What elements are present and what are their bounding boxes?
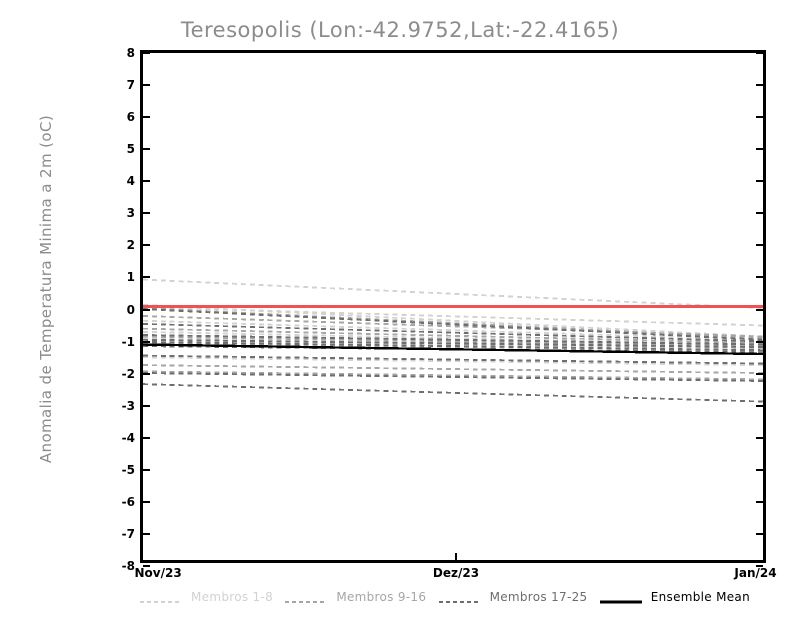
- y-tick-mark-right: [756, 148, 763, 151]
- y-tick-label: 5: [126, 142, 135, 157]
- member-line: [143, 307, 763, 340]
- y-tick-label: -6: [121, 494, 135, 509]
- legend-item[interactable]: Membros 9-16: [285, 590, 426, 604]
- y-tick-mark: [143, 372, 150, 375]
- y-tick-label: -2: [121, 366, 135, 381]
- legend-swatch-icon: [599, 592, 642, 604]
- y-tick-mark: [143, 116, 150, 119]
- x-tick-label: Jan/24: [734, 566, 777, 580]
- legend: Membros 1-8 Membros 9-16 Membros 17-25 Ense…: [140, 588, 766, 606]
- y-tick-mark-right: [756, 84, 763, 87]
- legend-swatch-icon: [140, 592, 182, 603]
- y-tick-mark-right: [756, 212, 763, 215]
- y-tick-mark-right: [756, 565, 763, 567]
- member-line: [143, 383, 763, 403]
- y-axis-label: Anomalia de Temperatura Minima a 2m (oC): [37, 114, 55, 464]
- page-title: Teresopolis (Lon:-42.9752,Lat:-22.4165): [180, 18, 620, 42]
- y-tick-label: 4: [126, 174, 135, 189]
- y-tick-mark: [143, 468, 150, 471]
- y-tick-label: 8: [126, 46, 135, 60]
- y-tick-label: 2: [126, 238, 135, 253]
- ensemble-mean-line: [143, 343, 763, 356]
- y-tick-mark: [143, 52, 150, 54]
- y-tick-label: -3: [121, 398, 135, 413]
- y-tick-mark-right: [756, 404, 763, 407]
- legend-label: Membros 1-8: [191, 590, 274, 604]
- member-line: [143, 354, 763, 365]
- y-tick-label: -1: [121, 334, 135, 349]
- legend-item[interactable]: Membros 1-8: [140, 590, 273, 604]
- y-tick-mark: [143, 404, 150, 407]
- y-tick-mark: [143, 500, 150, 503]
- legend-item[interactable]: Ensemble Mean: [599, 590, 750, 604]
- y-tick-mark: [143, 532, 150, 535]
- series-canvas: [143, 278, 763, 403]
- y-tick-label: -4: [121, 430, 135, 445]
- y-tick-mark-right: [756, 436, 763, 439]
- y-tick-mark: [143, 212, 150, 215]
- y-tick-mark: [143, 565, 150, 567]
- y-tick-mark: [143, 340, 150, 343]
- y-tick-mark-right: [756, 180, 763, 183]
- y-tick-mark: [143, 436, 150, 439]
- y-tick-mark: [143, 308, 150, 311]
- y-tick-label: -7: [121, 526, 135, 541]
- y-tick-mark-right: [756, 500, 763, 503]
- legend-item[interactable]: Membros 17-25: [438, 590, 588, 604]
- x-tick-label: Dez/23: [432, 566, 480, 580]
- y-tick-mark: [143, 148, 150, 151]
- member-line: [143, 278, 763, 310]
- plot-area: 8 7 6 5 4 3 2 1 0 -1 -2 -3 -4 -5 -6 -7 -8 Nov/23 Dez/23 Ja…: [122, 46, 777, 580]
- y-tick-mark-right: [756, 340, 763, 343]
- y-tick-label: 7: [126, 78, 135, 93]
- y-tick-mark-right: [756, 532, 763, 535]
- y-tick-mark: [143, 276, 150, 279]
- legend-label: Ensemble Mean: [650, 590, 750, 604]
- y-tick-mark-right: [756, 52, 763, 54]
- member-line: [143, 303, 763, 338]
- y-tick-mark-right: [756, 276, 763, 279]
- member-line: [143, 356, 763, 367]
- legend-label: Membros 17-25: [489, 590, 588, 604]
- plot-frame: [143, 53, 763, 560]
- y-tick-mark: [143, 84, 150, 87]
- y-tick-label: 0: [126, 302, 135, 317]
- y-tick-mark: [143, 244, 150, 247]
- y-tick-mark-right: [756, 372, 763, 375]
- x-tick-label: Nov/23: [134, 566, 182, 580]
- legend-swatch-icon: [438, 592, 481, 603]
- y-tick-label: 6: [126, 110, 135, 125]
- y-tick-mark: [143, 180, 150, 183]
- y-tick-label: -8: [121, 559, 135, 573]
- y-tick-label: -5: [121, 462, 135, 477]
- y-tick-mark-right: [756, 244, 763, 247]
- y-tick-mark-right: [756, 308, 763, 311]
- member-line: [143, 308, 763, 341]
- legend-label: Membros 9-16: [336, 590, 427, 604]
- legend-swatch-icon: [285, 592, 328, 603]
- x-tick-mark: [455, 553, 457, 560]
- y-tick-label: 1: [126, 270, 135, 285]
- y-tick-label: 3: [126, 206, 135, 221]
- y-tick-mark-right: [756, 468, 763, 471]
- member-line: [143, 372, 763, 382]
- y-tick-mark-right: [756, 116, 763, 119]
